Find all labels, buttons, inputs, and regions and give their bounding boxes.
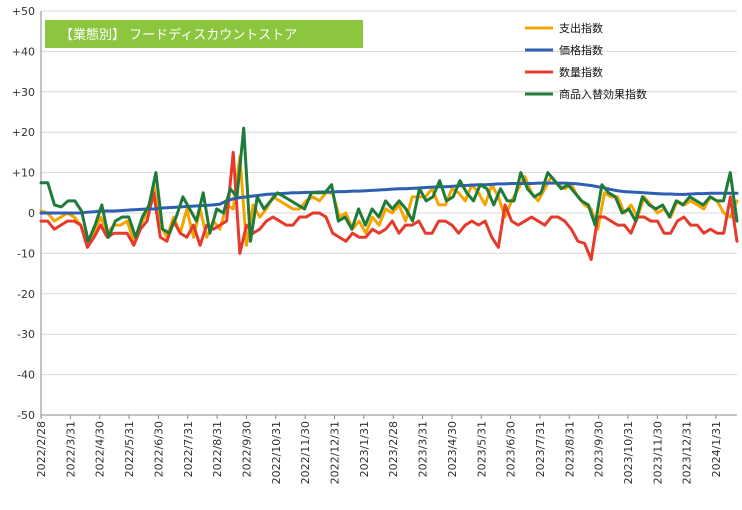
legend-label: 価格指数 <box>559 43 603 57</box>
legend-label: 支出指数 <box>559 21 603 35</box>
legend-label: 数量指数 <box>559 65 603 79</box>
chart-title-background <box>45 20 363 48</box>
x-tick-label: 2022/8/31 <box>211 421 224 477</box>
x-tick-label: 2023/2/28 <box>387 421 400 477</box>
y-tick-label: +20 <box>12 126 35 139</box>
series-line-3 <box>39 126 739 243</box>
chart-title: 【業態別】 フードディスカウントストア <box>45 20 363 48</box>
x-tick-label: 2023/3/31 <box>417 421 430 477</box>
y-tick-label: 0 <box>28 207 35 220</box>
x-tick-label: 2023/5/31 <box>475 421 488 477</box>
chart-title-text: 【業態別】 フードディスカウントストア <box>60 27 297 43</box>
x-tick-label: 2022/5/31 <box>123 421 136 477</box>
y-tick-label: +30 <box>12 86 35 99</box>
series-lines <box>39 126 739 261</box>
x-tick-label: 2023/7/31 <box>534 421 547 477</box>
x-tick-label: 2022/4/30 <box>94 421 107 477</box>
x-tick-label: 2023/12/31 <box>681 421 694 484</box>
x-tick-label: 2023/10/31 <box>622 421 635 484</box>
x-tick-label: 2023/4/30 <box>446 421 459 477</box>
y-axis-ticks: +50 +40 +30 +20 +10 0 -10 -20 -30 -40 -50 <box>12 5 35 422</box>
x-tick-label: 2024/1/31 <box>710 421 723 477</box>
x-tick-label: 2023/9/30 <box>593 421 606 477</box>
x-tick-label: 2022/11/30 <box>299 421 312 484</box>
x-tick-label: 2022/7/31 <box>182 421 195 477</box>
x-tick-label: 2022/10/31 <box>270 421 283 484</box>
series-line-2 <box>39 150 739 261</box>
x-tick-label: 2023/1/31 <box>358 421 371 477</box>
x-tick-label: 2022/3/31 <box>64 421 77 477</box>
y-tick-label: -20 <box>17 288 35 301</box>
series-line-1 <box>39 181 739 215</box>
x-tick-label: 2022/6/30 <box>152 421 165 477</box>
x-tick-label: 2023/6/30 <box>505 421 518 477</box>
y-tick-label: -10 <box>17 247 35 260</box>
x-axis-ticks: 2022/2/28 2022/3/31 2022/4/30 2022/5/31 2022… <box>35 415 723 484</box>
x-tick-label: 2023/11/30 <box>651 421 664 484</box>
y-tick-label: +10 <box>12 167 35 180</box>
y-tick-label: -40 <box>17 369 35 382</box>
x-tick-label: 2022/9/30 <box>240 421 253 477</box>
x-tick-label: 2022/2/28 <box>35 421 48 477</box>
legend-label: 商品入替効果指数 <box>559 87 647 101</box>
x-tick-label: 2023/8/31 <box>563 421 576 477</box>
y-tick-label: +40 <box>12 45 35 58</box>
x-tick-label: 2022/12/31 <box>329 421 342 484</box>
y-tick-label: +50 <box>12 5 35 18</box>
y-tick-label: -50 <box>17 409 35 422</box>
y-tick-label: -30 <box>17 328 35 341</box>
